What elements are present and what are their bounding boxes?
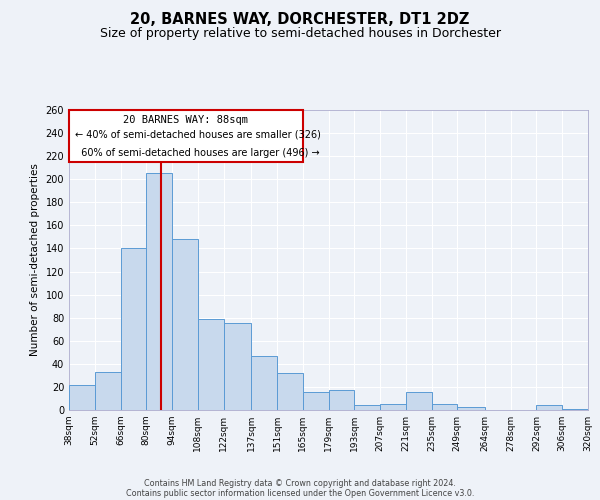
Text: 20 BARNES WAY: 88sqm: 20 BARNES WAY: 88sqm [124,114,248,124]
Bar [251,356,277,410]
Bar [354,406,380,410]
Text: Size of property relative to semi-detached houses in Dorchester: Size of property relative to semi-detach… [100,28,500,40]
Y-axis label: Number of semi-detached properties: Number of semi-detached properties [30,164,40,356]
Bar [303,392,329,410]
FancyBboxPatch shape [69,110,303,162]
Bar [588,408,600,410]
Text: 20, BARNES WAY, DORCHESTER, DT1 2DZ: 20, BARNES WAY, DORCHESTER, DT1 2DZ [130,12,470,28]
Bar [121,248,146,410]
Text: Contains public sector information licensed under the Open Government Licence v3: Contains public sector information licen… [126,488,474,498]
Text: 60% of semi-detached houses are larger (496) →: 60% of semi-detached houses are larger (… [74,148,319,158]
Bar [198,319,224,410]
Bar [146,174,172,410]
Bar [431,404,457,410]
Bar [224,324,251,410]
Bar [95,372,121,410]
Bar [69,384,95,410]
Bar [172,239,198,410]
Bar [406,392,431,410]
Bar [536,406,562,410]
Bar [457,406,485,410]
Bar [380,404,406,410]
Text: ← 40% of semi-detached houses are smaller (326): ← 40% of semi-detached houses are smalle… [74,129,320,139]
Text: Contains HM Land Registry data © Crown copyright and database right 2024.: Contains HM Land Registry data © Crown c… [144,478,456,488]
Bar [277,373,303,410]
Bar [329,390,354,410]
Bar [562,409,588,410]
